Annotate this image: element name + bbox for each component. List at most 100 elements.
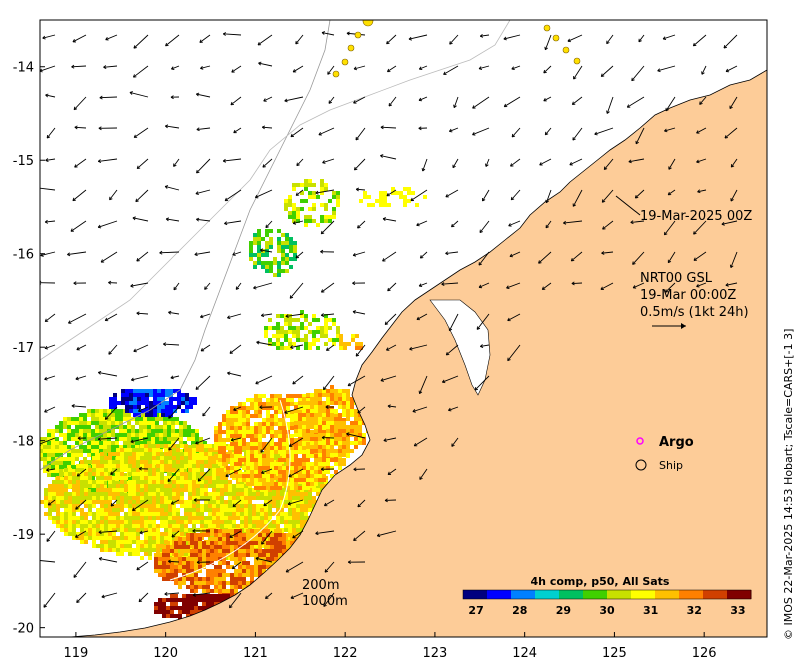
sst-pixel	[178, 545, 182, 549]
current-vector	[441, 282, 459, 285]
current-vector-head	[729, 105, 733, 110]
current-vector-head	[232, 252, 236, 256]
sst-pixel	[300, 322, 304, 326]
sst-pixel	[298, 413, 302, 417]
sst-pixel	[200, 456, 204, 460]
sst-pixel	[140, 452, 144, 456]
sst-pixel	[188, 468, 192, 472]
sst-pixel	[175, 437, 179, 441]
current-vector	[98, 220, 118, 228]
sst-pixel	[200, 460, 204, 464]
sst-pixel	[202, 565, 206, 569]
current-vector-head	[386, 347, 390, 351]
sst-pixel	[168, 504, 172, 508]
sst-pixel	[161, 401, 165, 405]
current-vector	[324, 561, 335, 573]
current-vector	[108, 344, 118, 355]
sst-pixel	[272, 492, 276, 496]
sst-pixel	[71, 457, 75, 461]
sst-pixel	[234, 410, 238, 414]
sst-pixel	[234, 529, 238, 533]
sst-pixel	[269, 241, 273, 245]
sst-pixel	[63, 445, 67, 449]
sst-pixel	[296, 512, 300, 516]
sst-pixel	[294, 537, 298, 541]
sst-pixel	[92, 496, 96, 500]
sst-pixel	[306, 442, 310, 446]
sst-pixel	[47, 437, 51, 441]
sst-pixel	[280, 516, 284, 520]
current-vector	[697, 189, 707, 193]
sst-pixel	[318, 470, 322, 474]
current-vector	[68, 313, 87, 324]
sst-pixel	[346, 417, 350, 421]
current-vector	[138, 406, 149, 412]
sst-pixel	[288, 520, 292, 524]
sst-pixel	[99, 449, 103, 453]
sst-pixel	[212, 520, 216, 524]
sst-pixel	[252, 516, 256, 520]
sst-pixel	[157, 389, 161, 393]
sst-pixel	[108, 468, 112, 472]
sst-pixel	[262, 486, 266, 490]
sst-pixel	[179, 421, 183, 425]
current-vector-head	[510, 163, 514, 167]
current-vector	[353, 530, 366, 541]
sst-pixel	[280, 496, 284, 500]
sst-pixel	[292, 219, 296, 223]
colorbar-segment	[679, 590, 704, 599]
sst-pixel	[346, 393, 350, 397]
sst-pixel	[290, 446, 294, 450]
sst-pixel	[240, 488, 244, 492]
sst-pixel	[342, 389, 346, 393]
sst-pixel	[332, 215, 336, 219]
sst-pixel	[194, 541, 198, 545]
sst-pixel	[92, 500, 96, 504]
sst-pixel	[157, 409, 161, 413]
sst-pixel	[339, 338, 343, 342]
sst-pixel	[249, 257, 253, 261]
sst-pixel	[302, 397, 306, 401]
sst-pixel	[298, 421, 302, 425]
sst-pixel	[226, 529, 230, 533]
current-vector-head	[138, 598, 143, 603]
colorbar-segment	[511, 590, 536, 599]
sst-pixel	[258, 438, 262, 442]
current-vector-head	[105, 36, 109, 41]
sst-pixel	[140, 548, 144, 552]
sst-pixel	[403, 199, 407, 203]
sst-pixel	[293, 249, 297, 253]
sst-pixel	[104, 540, 108, 544]
current-vector	[353, 96, 366, 104]
sst-pixel	[286, 533, 290, 537]
current-vector-head	[573, 76, 577, 80]
sst-pixel	[294, 470, 298, 474]
sst-pixel	[300, 496, 304, 500]
current-vector	[165, 34, 180, 47]
sst-pixel	[308, 179, 312, 183]
current-vector	[384, 313, 397, 325]
sst-pixel	[261, 265, 265, 269]
sst-pixel	[144, 500, 148, 504]
sst-pixel	[75, 433, 79, 437]
sst-pixel	[174, 557, 178, 561]
sst-pixel	[100, 484, 104, 488]
sst-pixel	[294, 454, 298, 458]
sst-pixel	[71, 461, 75, 465]
sst-pixel	[328, 219, 332, 223]
sst-pixel	[92, 468, 96, 472]
sst-pixel	[148, 472, 152, 476]
sst-pixel	[148, 540, 152, 544]
sst-pixel	[226, 470, 230, 474]
sst-pixel	[92, 460, 96, 464]
sst-pixel	[298, 437, 302, 441]
sst-pixel	[96, 536, 100, 540]
current-vector	[262, 158, 273, 168]
sst-pixel	[160, 500, 164, 504]
sst-pixel	[294, 458, 298, 462]
sst-pixel	[274, 442, 278, 446]
sst-pixel	[358, 437, 362, 441]
sst-pixel	[87, 441, 91, 445]
sst-pixel	[152, 468, 156, 472]
sst-pixel	[171, 429, 175, 433]
